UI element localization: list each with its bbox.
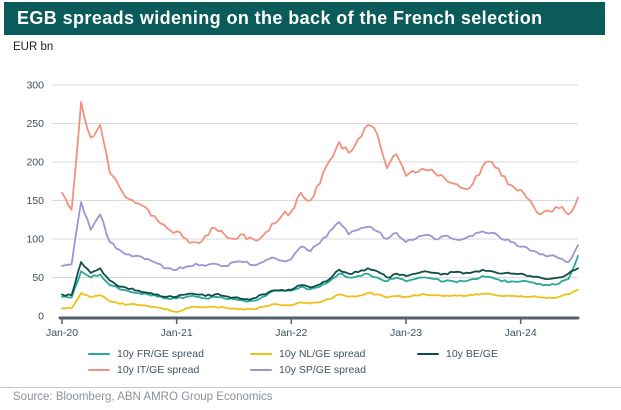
legend-swatch-sp — [250, 369, 272, 371]
x-axis-tick-label: Jan-23 — [390, 327, 422, 339]
legend-item-nl: 10y NL/GE spread — [250, 346, 417, 362]
legend-item-sp: 10y SP/GE spread — [250, 362, 417, 378]
legend-item-be: 10y BE/GE — [417, 346, 577, 362]
y-axis-tick-label: 200 — [26, 157, 44, 169]
legend-label-nl: 10y NL/GE spread — [279, 348, 366, 360]
series-line-nl — [61, 288, 579, 313]
y-axis-tick-label: 150 — [26, 195, 44, 207]
y-axis-tick-label: 100 — [26, 234, 44, 246]
series-line-it — [61, 101, 579, 245]
x-axis-tick-label: Jan-21 — [161, 327, 193, 339]
series-line-fr — [61, 255, 579, 303]
y-axis-tick-label: 250 — [26, 118, 44, 130]
legend-label-fr: 10y FR/GE spread — [117, 348, 204, 360]
legend-label-it: 10y IT/GE spread — [117, 364, 200, 376]
x-axis-tick-label: Jan-24 — [505, 327, 537, 339]
legend-item-it: 10y IT/GE spread — [88, 362, 250, 378]
source-attribution: Source: Bloomberg, ABN AMRO Group Econom… — [13, 391, 273, 403]
chart-title-bar: EGB spreads widening on the back of the … — [4, 2, 605, 35]
series-line-be — [61, 261, 579, 301]
legend-label-be: 10y BE/GE — [446, 348, 498, 360]
legend-label-sp: 10y SP/GE spread — [279, 364, 366, 376]
y-axis-tick-label: 50 — [32, 272, 44, 284]
chart-legend: 10y FR/GE spread 10y IT/GE spread 10y NL/G… — [88, 346, 577, 378]
x-axis-tick-label: Jan-20 — [46, 327, 78, 339]
legend-swatch-it — [88, 369, 110, 371]
y-axis-unit-label: EUR bn — [13, 41, 54, 53]
series-line-sp — [61, 201, 579, 271]
legend-swatch-be — [417, 353, 439, 355]
source-bar: Source: Bloomberg, ABN AMRO Group Econom… — [0, 387, 621, 410]
legend-item-fr: 10y FR/GE spread — [88, 346, 250, 362]
x-axis-tick-label: Jan-22 — [275, 327, 307, 339]
chart-title: EGB spreads widening on the back of the … — [17, 8, 543, 28]
legend-swatch-fr — [88, 353, 110, 355]
legend-swatch-nl — [250, 353, 272, 355]
y-axis-tick-label: 300 — [26, 80, 44, 92]
y-axis-tick-label: 0 — [38, 311, 44, 323]
